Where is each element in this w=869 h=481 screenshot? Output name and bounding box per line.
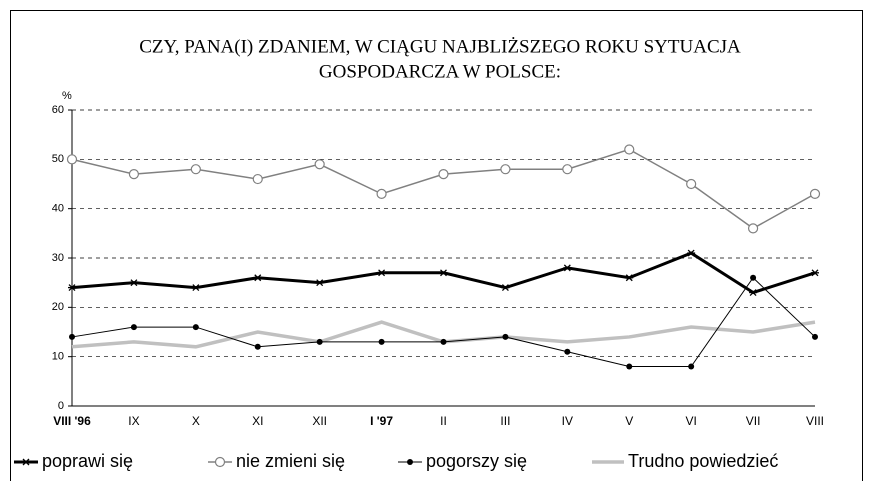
marker-stroke (563, 264, 571, 272)
marker (377, 269, 386, 277)
marker (128, 169, 140, 180)
marker-stroke (378, 269, 386, 277)
legend-marker (22, 458, 30, 466)
marker (500, 164, 511, 175)
marker-stroke (22, 458, 30, 466)
marker (562, 164, 573, 175)
marker (378, 338, 385, 345)
x-tick-label: VII (746, 414, 761, 428)
marker (626, 363, 633, 370)
x-tick-label: III (500, 414, 510, 428)
marker (22, 458, 30, 466)
y-tick-label: 20 (52, 301, 64, 313)
marker (130, 324, 137, 331)
legend-label: pogorszy się (426, 451, 527, 471)
marker (192, 324, 199, 331)
marker (376, 188, 387, 199)
marker (407, 459, 413, 465)
marker (69, 333, 75, 340)
marker (253, 274, 262, 282)
marker (438, 169, 449, 180)
marker (563, 264, 572, 272)
marker (214, 456, 226, 468)
x-tick-label: VI (685, 414, 696, 428)
marker (68, 284, 76, 292)
marker (440, 338, 447, 345)
legend-label: nie zmieni się (236, 451, 345, 471)
y-tick-label: 0 (58, 400, 64, 412)
marker-stroke (440, 269, 447, 277)
marker (314, 159, 325, 170)
marker (254, 343, 261, 350)
marker (687, 249, 696, 257)
y-tick-label: 30 (52, 252, 64, 264)
marker-stroke (625, 274, 633, 282)
marker (686, 178, 697, 190)
marker (811, 269, 819, 277)
line (71, 148, 816, 230)
legend-label: poprawi się (42, 451, 133, 471)
marker-stroke (501, 284, 509, 292)
x-tick-label: IV (562, 414, 573, 428)
marker (624, 144, 635, 155)
marker (315, 279, 324, 287)
y-tick-label: 40 (52, 203, 64, 215)
x-tick-label: I '97 (370, 414, 393, 428)
chart-title: CZY, PANA(I) ZDANIEM, W CIĄGU NAJBLIŻSZE… (139, 36, 741, 57)
marker (502, 333, 509, 340)
x-tick-label: XII (312, 414, 327, 428)
y-axis-label: % (62, 90, 72, 102)
marker-stroke (68, 284, 76, 292)
y-tick-label: 10 (52, 351, 64, 363)
marker-stroke (749, 289, 757, 296)
marker (252, 173, 263, 185)
legend-marker (407, 459, 413, 465)
marker (439, 269, 448, 277)
line (71, 276, 816, 368)
x-tick-label: VIII '96 (53, 414, 91, 428)
y-tick-label: 60 (52, 104, 64, 116)
marker (129, 279, 138, 287)
marker (747, 223, 759, 234)
marker (812, 333, 818, 340)
x-tick-label: VIII (806, 414, 824, 428)
marker-stroke (254, 274, 262, 282)
marker (191, 284, 200, 292)
marker (316, 338, 323, 345)
x-tick-label: V (625, 414, 633, 428)
marker-stroke (130, 279, 138, 287)
marker-stroke (316, 279, 324, 287)
x-tick-label: II (440, 414, 447, 428)
marker (66, 154, 78, 165)
x-tick-label: XI (252, 414, 263, 428)
marker-stroke (192, 284, 200, 292)
marker (750, 274, 757, 281)
marker (809, 188, 821, 199)
marker (749, 289, 758, 296)
legend-label: Trudno powiedzieć (628, 451, 778, 471)
marker (190, 164, 201, 175)
marker-stroke (687, 249, 695, 257)
x-tick-label: IX (128, 414, 139, 428)
y-tick-label: 50 (52, 153, 64, 165)
marker (564, 348, 571, 355)
marker (625, 274, 634, 282)
marker-stroke (811, 269, 819, 277)
legend-marker (214, 456, 226, 468)
x-tick-label: X (192, 414, 200, 428)
marker (688, 363, 695, 370)
chart-title: GOSPODARCZA W POLSCE: (319, 61, 561, 82)
marker (501, 284, 510, 292)
frame (10, 10, 863, 481)
